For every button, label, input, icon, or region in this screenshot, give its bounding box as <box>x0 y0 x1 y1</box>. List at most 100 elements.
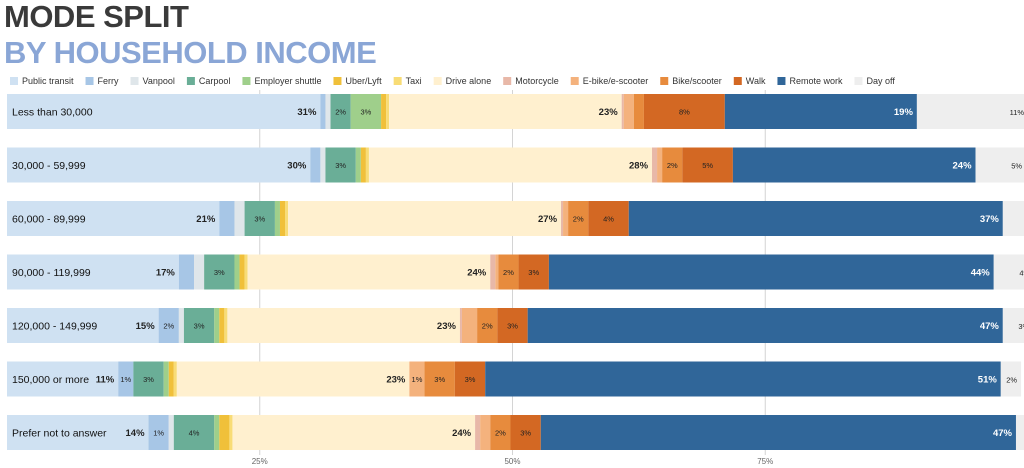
bar-segment <box>365 147 369 183</box>
bar-segment <box>633 94 644 129</box>
data-label: 2% <box>482 322 493 331</box>
data-label: 2% <box>495 429 506 438</box>
bar-segment <box>219 308 225 343</box>
data-label: 3% <box>214 268 225 277</box>
bar-segment <box>682 147 733 183</box>
data-label: 3% <box>254 215 265 224</box>
bar-segment <box>7 147 311 183</box>
legend-label: Uber/Lyft <box>345 76 382 86</box>
bar-segment <box>732 147 976 183</box>
category-label: 150,000 or more <box>12 374 89 386</box>
bar-segment <box>454 361 486 397</box>
bar-segment <box>724 94 917 129</box>
bar-segment <box>360 147 366 183</box>
bar-segment <box>1000 361 1022 397</box>
bar-segment <box>540 415 1016 450</box>
bar-segment <box>320 147 326 183</box>
legend-swatch <box>503 77 512 85</box>
legend-swatch <box>777 77 786 85</box>
data-label: 28% <box>629 161 649 172</box>
category-label: Less than 30,000 <box>12 107 93 119</box>
bar-segment <box>173 415 215 450</box>
data-label: 3% <box>507 322 518 331</box>
bar-segment <box>643 94 725 129</box>
category-label: 120,000 - 149,999 <box>12 321 97 333</box>
bar-segment <box>350 94 382 129</box>
bar-segment <box>588 201 629 236</box>
bar-segment <box>652 147 658 183</box>
legend-swatch <box>85 77 94 85</box>
bar-segment <box>219 415 230 450</box>
data-label: 2% <box>667 161 678 170</box>
data-label: 15% <box>136 321 156 332</box>
legend-swatch <box>433 77 442 85</box>
data-label: 24% <box>467 268 487 279</box>
legend-label: Bike/scooter <box>672 76 722 86</box>
legend-label: Vanpool <box>143 76 175 86</box>
bar-segment <box>118 361 134 397</box>
category-label: 60,000 - 89,999 <box>12 214 86 226</box>
legend-label: Day off <box>866 76 895 86</box>
bar-segment <box>497 308 528 343</box>
bar-segment <box>477 308 498 343</box>
bar-segment <box>178 308 184 343</box>
bar-segment <box>158 308 179 343</box>
bar-segment <box>490 415 511 450</box>
bar-segment <box>485 361 1001 397</box>
x-tick-label: 75% <box>757 457 773 466</box>
legend-swatch <box>130 77 139 85</box>
bar-segment <box>916 94 1024 129</box>
bar-segment <box>975 147 1024 183</box>
legend-label: Taxi <box>406 76 422 86</box>
bar-segment <box>355 147 361 183</box>
bar-segment <box>527 308 1003 343</box>
bar-segment <box>7 94 321 129</box>
bar-segment <box>214 308 220 343</box>
data-label: 3% <box>335 161 346 170</box>
bar-segment <box>510 415 541 450</box>
legend-swatch <box>186 77 195 85</box>
data-label: 1% <box>153 429 164 438</box>
bar-segment <box>498 254 519 290</box>
bar-segment <box>234 201 245 236</box>
data-label: 19% <box>894 107 914 118</box>
bar-segment <box>178 254 195 290</box>
data-label: 4% <box>189 429 200 438</box>
bar-segment <box>244 201 275 236</box>
bar-segment <box>219 201 235 236</box>
data-label: 3% <box>465 375 476 384</box>
data-label: 27% <box>538 214 558 225</box>
bar-segment <box>568 201 589 236</box>
bar-segment <box>621 94 624 129</box>
bar-segment <box>459 308 462 343</box>
data-label: 4% <box>1019 269 1024 278</box>
bar-segment <box>389 94 622 129</box>
bar-segment <box>657 147 663 183</box>
bar-segment <box>330 94 351 129</box>
bar-segment <box>381 94 387 129</box>
bar-segment <box>168 415 174 450</box>
bar-segment <box>475 415 481 450</box>
data-label: 17% <box>156 268 176 279</box>
data-label: 2% <box>503 268 514 277</box>
bar-segment <box>386 94 390 129</box>
bar-segment <box>288 201 562 236</box>
bar-segment <box>7 361 119 397</box>
data-label: 3% <box>360 108 371 117</box>
bar-segment <box>628 201 1003 236</box>
data-label: 51% <box>978 375 998 386</box>
legend-swatch <box>393 77 402 85</box>
bar-segment <box>176 361 410 397</box>
data-label: 23% <box>437 321 457 332</box>
legend-swatch <box>660 77 669 85</box>
bar-segment <box>490 254 496 290</box>
bar-segment <box>7 415 149 450</box>
bar-segment <box>168 361 174 397</box>
bar-segment <box>495 254 499 290</box>
legend-label: Carpool <box>199 76 231 86</box>
legend-swatch <box>242 77 251 85</box>
bar-segment <box>204 254 235 290</box>
bar-segment <box>239 254 245 290</box>
data-label: 2% <box>573 215 584 224</box>
